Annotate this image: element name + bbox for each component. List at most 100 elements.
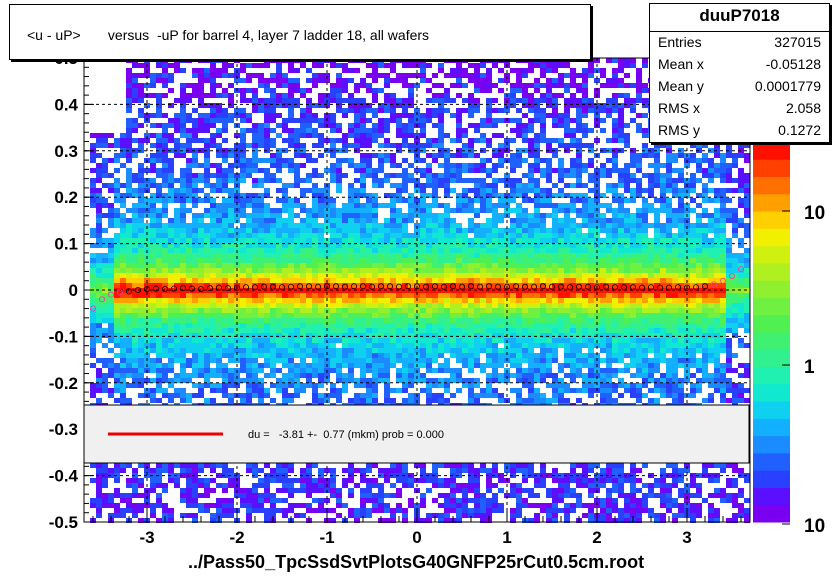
- heat-cell: [282, 223, 288, 228]
- heat-cell: [462, 233, 468, 238]
- heat-cell: [168, 478, 174, 483]
- heat-cell: [492, 468, 498, 473]
- heat-cell: [300, 468, 306, 473]
- heat-cell: [246, 298, 252, 303]
- heat-cell: [432, 243, 438, 248]
- heat-cell: [366, 88, 372, 93]
- heat-cell: [468, 498, 474, 503]
- heat-cell: [510, 493, 516, 498]
- heat-cell: [120, 218, 126, 223]
- heat-cell: [204, 318, 210, 323]
- heat-cell: [234, 113, 240, 118]
- heat-cell: [186, 173, 192, 178]
- heat-cell: [210, 58, 216, 63]
- heat-cell: [438, 223, 444, 228]
- heat-cell: [420, 128, 426, 133]
- heat-cell: [150, 233, 156, 238]
- heat-cell: [276, 58, 282, 63]
- heat-cell: [426, 78, 432, 83]
- heat-cell: [294, 183, 300, 188]
- heat-cell: [510, 253, 516, 258]
- heat-cell: [222, 178, 228, 183]
- heat-cell: [258, 353, 264, 358]
- heat-cell: [192, 318, 198, 323]
- heat-cell: [366, 513, 372, 518]
- heat-cell: [480, 513, 486, 518]
- heat-cell: [168, 173, 174, 178]
- heat-cell: [180, 173, 186, 178]
- heat-cell: [270, 343, 276, 348]
- heat-cell: [360, 323, 366, 328]
- heat-cell: [396, 358, 402, 363]
- heat-cell: [294, 153, 300, 158]
- heat-cell: [324, 498, 330, 503]
- heat-cell: [462, 73, 468, 78]
- heat-cell: [450, 333, 456, 338]
- heat-cell: [252, 198, 258, 203]
- heat-cell: [216, 243, 222, 248]
- heat-cell: [336, 328, 342, 333]
- heat-cell: [258, 248, 264, 253]
- heat-cell: [210, 358, 216, 363]
- heat-cell: [456, 308, 462, 313]
- heat-cell: [438, 328, 444, 333]
- heat-cell: [144, 203, 150, 208]
- heat-cell: [300, 193, 306, 198]
- heat-cell: [336, 138, 342, 143]
- heat-cell: [342, 373, 348, 378]
- heat-cell: [444, 133, 450, 138]
- heat-cell: [102, 133, 108, 138]
- heat-cell: [408, 203, 414, 208]
- heat-cell: [444, 268, 450, 273]
- heat-cell: [390, 483, 396, 488]
- heat-cell: [390, 258, 396, 263]
- heat-cell: [114, 308, 120, 313]
- heat-cell: [96, 358, 102, 363]
- heat-cell: [504, 263, 510, 268]
- heat-cell: [222, 153, 228, 158]
- heat-cell: [126, 398, 132, 403]
- heat-cell: [282, 318, 288, 323]
- heat-cell: [246, 393, 252, 398]
- heat-cell: [294, 513, 300, 518]
- heat-cell: [138, 253, 144, 258]
- heat-cell: [102, 168, 108, 173]
- heat-cell: [468, 513, 474, 518]
- heat-cell: [330, 273, 336, 278]
- heat-cell: [330, 128, 336, 133]
- heat-cell: [408, 163, 414, 168]
- heat-cell: [312, 133, 318, 138]
- heat-cell: [450, 228, 456, 233]
- heat-cell: [402, 383, 408, 388]
- heat-cell: [480, 233, 486, 238]
- heat-cell: [348, 323, 354, 328]
- heat-cell: [396, 273, 402, 278]
- heat-cell: [240, 268, 246, 273]
- heat-cell: [426, 153, 432, 158]
- heat-cell: [366, 293, 372, 298]
- heat-cell: [204, 198, 210, 203]
- heat-cell: [372, 213, 378, 218]
- heat-cell: [282, 198, 288, 203]
- heat-cell: [222, 508, 228, 513]
- heat-cell: [252, 238, 258, 243]
- heat-cell: [258, 228, 264, 233]
- heat-cell: [402, 468, 408, 473]
- heat-cell: [198, 478, 204, 483]
- heat-cell: [222, 328, 228, 333]
- heat-cell: [396, 238, 402, 243]
- heat-cell: [264, 393, 270, 398]
- heat-cell: [306, 233, 312, 238]
- heat-cell: [300, 318, 306, 323]
- heat-cell: [396, 313, 402, 318]
- heat-cell: [198, 263, 204, 268]
- heat-cell: [90, 503, 96, 508]
- heat-cell: [174, 63, 180, 68]
- heat-cell: [426, 173, 432, 178]
- heat-cell: [180, 398, 186, 403]
- heat-cell: [162, 78, 168, 83]
- heat-cell: [210, 183, 216, 188]
- heat-cell: [222, 283, 228, 288]
- heat-cell: [186, 293, 192, 298]
- heat-cell: [420, 358, 426, 363]
